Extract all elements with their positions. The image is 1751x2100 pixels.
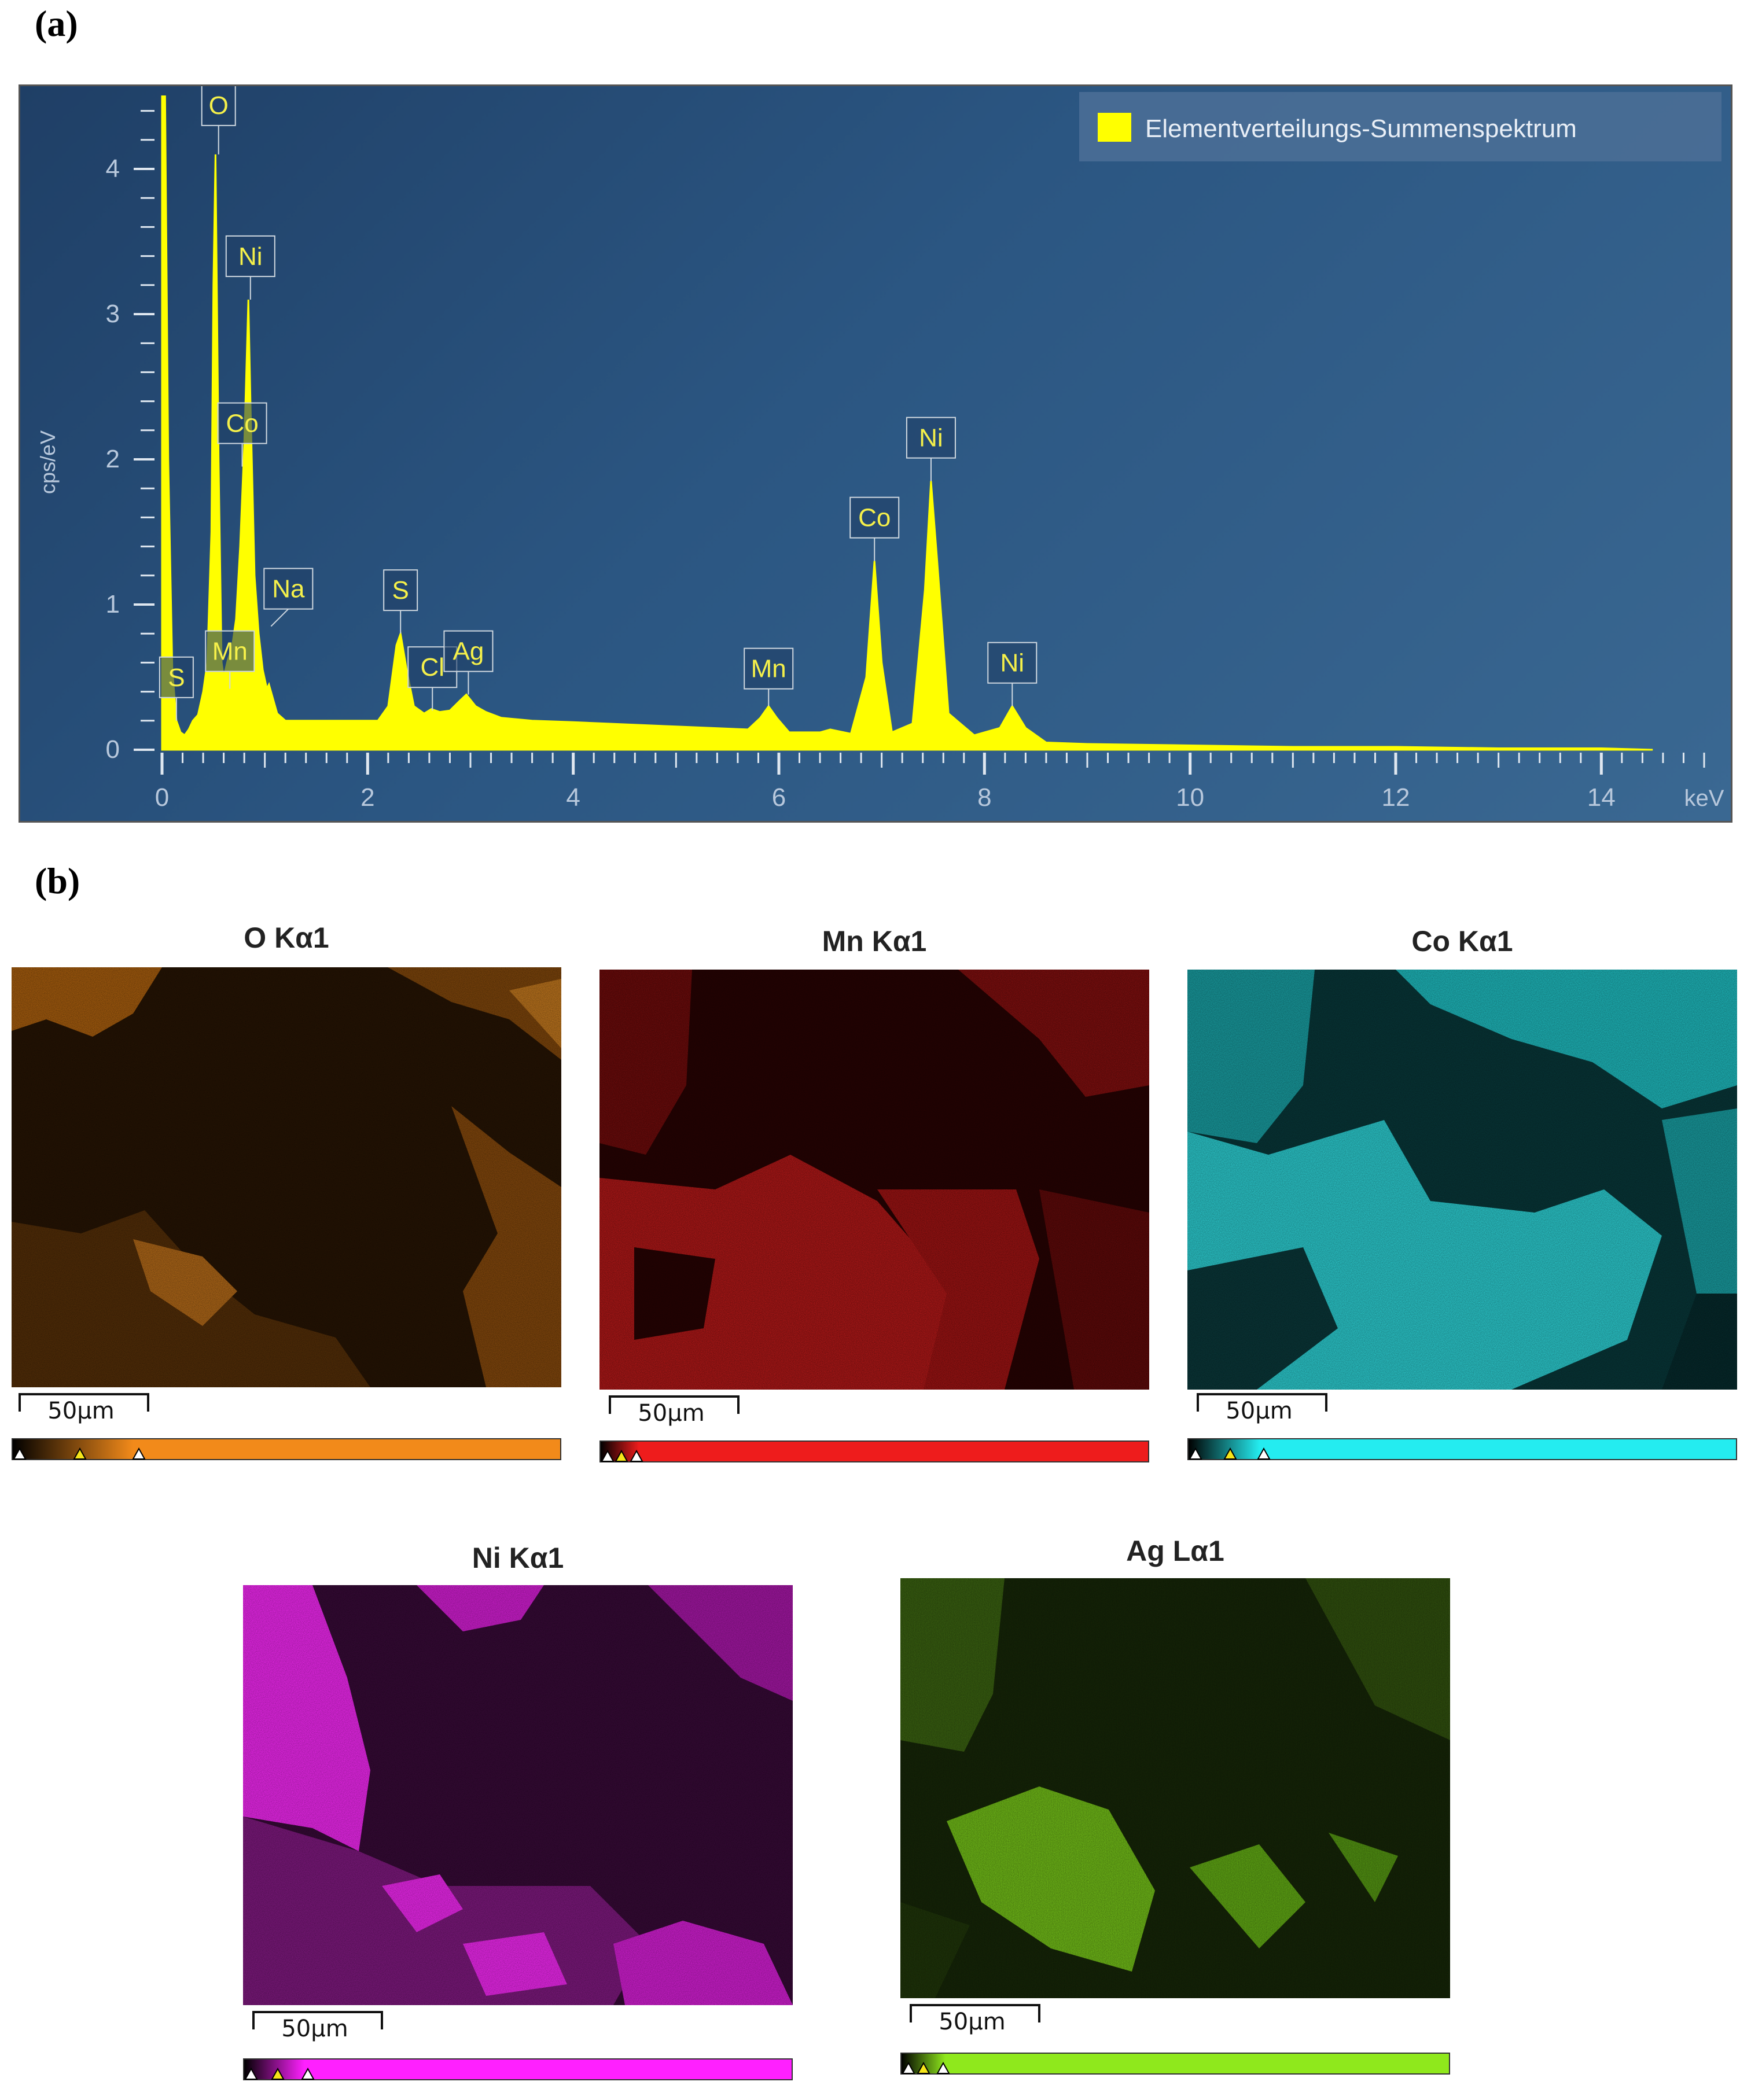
y-axis-label: cps/eV (36, 430, 60, 494)
y-tick-label: 4 (106, 154, 120, 183)
map-ni-svg (243, 1585, 793, 2005)
map-o-svg (12, 967, 561, 1387)
peak-label-box (205, 630, 255, 672)
element-map-co (1187, 970, 1737, 1390)
map-title-o: O Kα1 (244, 922, 329, 954)
scalebar-ni (252, 2011, 383, 2029)
panel-b-label: (b) (35, 860, 80, 901)
scalebar-mn (609, 1395, 740, 1414)
x-tick-label: 2 (360, 783, 374, 812)
legend-swatch (1098, 113, 1131, 142)
map-title-co: Co Kα1 (1411, 925, 1513, 957)
peak-label: S (392, 576, 409, 605)
y-tick-label: 0 (106, 735, 120, 764)
peak-label: Na (272, 575, 305, 603)
spectrum-area (161, 95, 1653, 751)
x-axis-label: keV (1684, 786, 1724, 811)
colorbar-o (12, 1438, 561, 1460)
peak-label-box (987, 642, 1038, 684)
colorbar-ni-markers (244, 2067, 315, 2080)
map-title-mn: Mn Kα1 (822, 925, 927, 957)
colorbar-ag (900, 2053, 1450, 2075)
colorbar-mn (599, 1440, 1149, 1462)
map-mn-svg (599, 970, 1149, 1390)
scalebar-co (1197, 1393, 1327, 1412)
x-tick-label: 12 (1382, 783, 1410, 812)
peak-label: Co (858, 504, 891, 532)
y-tick-label: 3 (106, 300, 120, 328)
peak-label: Ag (453, 638, 484, 666)
legend-box (1079, 92, 1721, 161)
peak-label: Mn (751, 655, 786, 683)
element-map-ni (243, 1585, 793, 2005)
x-tick-label: 10 (1176, 783, 1204, 812)
scale-text-ag: 50µm (939, 2009, 1006, 2035)
map-co-svg (1187, 970, 1737, 1390)
scalebar-o (19, 1393, 149, 1412)
scale-text-co: 50µm (1226, 1398, 1293, 1424)
element-map-ag (900, 1578, 1450, 1998)
peak-label-box (443, 630, 494, 672)
peak-label: Ni (238, 242, 263, 271)
panel-a-label: (a) (35, 3, 78, 44)
peak-label-box (906, 417, 956, 459)
map-ag-svg (900, 1578, 1450, 1998)
peak-label-box (201, 86, 236, 126)
map-title-ni: Ni Kα1 (472, 1542, 564, 1574)
scale-text-o: 50µm (47, 1398, 115, 1424)
y-tick-label: 1 (106, 590, 120, 618)
peak-label-box (383, 569, 418, 611)
peak-label: Ni (1000, 649, 1025, 677)
colorbar-co (1187, 1438, 1737, 1460)
peak-label-box (159, 656, 194, 698)
legend-label: Elementverteilungs-Summenspektrum (1145, 115, 1577, 143)
spectrum-chart: 0 1 2 3 4 cps/eV 0 2 4 6 8 10 12 14 keV Elementverteilu… (19, 84, 1732, 823)
x-tick-label: 14 (1587, 783, 1616, 812)
colorbar-o-markers (13, 1447, 146, 1460)
peak-label: O (209, 91, 229, 120)
peak-label: S (168, 664, 185, 692)
peak-label-line (270, 608, 289, 627)
x-tick-label: 8 (977, 783, 991, 812)
peak-label-box (263, 568, 314, 610)
scale-text-ni: 50µm (281, 2016, 348, 2042)
x-tick-label: 0 (155, 783, 169, 812)
peak-label: Ni (919, 424, 943, 452)
x-tick-label: 4 (566, 783, 580, 812)
peak-label-box (217, 402, 267, 444)
colorbar-ag-markers (902, 2061, 950, 2074)
colorbar-mn-markers (601, 1449, 643, 1462)
scalebar-ag (910, 2004, 1040, 2022)
colorbar-ni (243, 2058, 793, 2080)
y-tick-label: 2 (106, 445, 120, 473)
scale-text-mn: 50µm (638, 1400, 705, 1427)
colorbar-co-markers (1189, 1447, 1271, 1460)
x-tick-label: 6 (772, 783, 786, 812)
peak-label-box (225, 235, 275, 277)
element-map-o (12, 967, 561, 1387)
peak-label: Co (226, 410, 258, 438)
peak-label: Cl (420, 653, 444, 681)
map-title-ag: Ag Lα1 (1126, 1535, 1224, 1567)
peak-label-box (849, 496, 900, 539)
element-map-mn (599, 970, 1149, 1390)
peak-label-box (744, 647, 794, 690)
peak-label: Mn (212, 638, 248, 666)
